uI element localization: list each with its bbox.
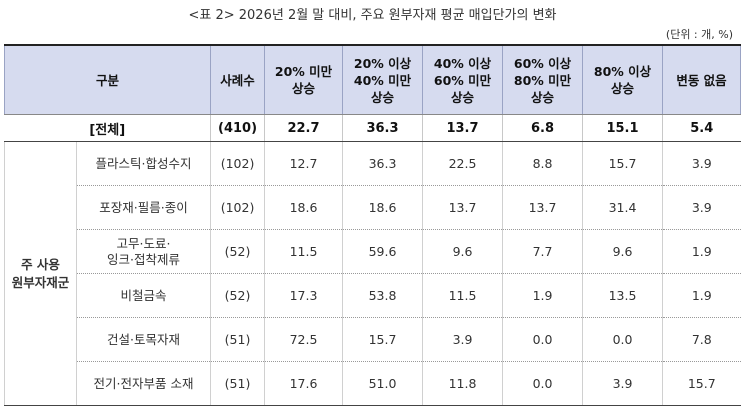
total-value: 6.8 bbox=[502, 114, 583, 142]
total-row: [전체] (410) 22.7 36.3 13.7 6.8 15.1 5.4 bbox=[4, 114, 741, 142]
total-label: [전체] bbox=[4, 114, 211, 142]
cell: 11.5 bbox=[264, 229, 343, 274]
cell: 1.9 bbox=[662, 273, 741, 318]
row-label: 고무·도료· 잉크·접착제류 bbox=[75, 229, 211, 274]
header-col4: 60% 이상 80% 미만 상승 bbox=[502, 44, 584, 115]
cell: 53.8 bbox=[342, 273, 423, 318]
table-row: 주 사용 원부자재군 플라스틱·합성수지 (102) 12.7 36.3 22.5… bbox=[4, 141, 741, 406]
header-col1: 20% 미만 상승 bbox=[264, 44, 344, 115]
row-n: (102) bbox=[210, 141, 265, 186]
cell: 17.3 bbox=[264, 273, 343, 318]
row-label: 비철금속 bbox=[75, 273, 211, 318]
table-row: 전기·전자부품 소재 (51) 17.6 51.0 11.8 0.0 3.9 1… bbox=[5, 361, 741, 406]
cell: 15.7 bbox=[582, 141, 663, 186]
total-value: 36.3 bbox=[342, 114, 423, 142]
total-value: 15.1 bbox=[582, 114, 663, 142]
header-category: 구분 bbox=[3, 44, 212, 115]
total-value: 13.7 bbox=[422, 114, 503, 142]
cell: 15.7 bbox=[662, 361, 741, 406]
cell: 11.8 bbox=[422, 361, 503, 406]
cell: 7.7 bbox=[502, 229, 583, 274]
cell: 18.6 bbox=[264, 185, 343, 230]
header-col2: 20% 이상 40% 미만 상승 bbox=[342, 44, 424, 115]
header-row: 구분 사례수 20% 미만 상승 20% 이상 40% 미만 상승 40% 이상 60%… bbox=[3, 44, 742, 115]
header-col6: 변동 없음 bbox=[662, 44, 742, 115]
cell: 8.8 bbox=[502, 141, 583, 186]
cell: 13.7 bbox=[422, 185, 503, 230]
cell: 3.9 bbox=[422, 317, 503, 362]
cell: 13.5 bbox=[582, 273, 663, 318]
row-label: 전기·전자부품 소재 bbox=[75, 361, 211, 406]
price-change-table: 구분 사례수 20% 미만 상승 20% 이상 40% 미만 상승 40% 이상 60%… bbox=[3, 44, 742, 406]
cell: 0.0 bbox=[582, 317, 663, 362]
cell: 7.8 bbox=[662, 317, 741, 362]
cell: 12.7 bbox=[264, 141, 343, 186]
row-n: (51) bbox=[210, 361, 265, 406]
cell: 3.9 bbox=[662, 141, 741, 186]
cell: 1.9 bbox=[502, 273, 583, 318]
cell: 15.7 bbox=[342, 317, 423, 362]
unit-note: (단위 : 개, %) bbox=[665, 28, 733, 41]
row-label: 건설·토목자재 bbox=[75, 317, 211, 362]
cell: 72.5 bbox=[264, 317, 343, 362]
cell: 22.5 bbox=[422, 141, 503, 186]
row-n: (102) bbox=[210, 185, 265, 230]
cell: 0.0 bbox=[502, 317, 583, 362]
table-row: 포장재·필름·종이 (102) 18.6 18.6 13.7 13.7 31.4… bbox=[5, 185, 741, 230]
header-samples: 사례수 bbox=[210, 44, 266, 115]
total-value: 5.4 bbox=[662, 114, 741, 142]
total-value: 22.7 bbox=[264, 114, 343, 142]
header-col5: 80% 이상 상승 bbox=[582, 44, 664, 115]
cell: 9.6 bbox=[422, 229, 503, 274]
row-label: 포장재·필름·종이 bbox=[75, 185, 211, 230]
cell: 31.4 bbox=[582, 185, 663, 230]
cell: 18.6 bbox=[342, 185, 423, 230]
cell: 13.7 bbox=[502, 185, 583, 230]
cell: 59.6 bbox=[342, 229, 423, 274]
row-n: (52) bbox=[210, 273, 265, 318]
cell: 11.5 bbox=[422, 273, 503, 318]
cell: 3.9 bbox=[662, 185, 741, 230]
header-col3: 40% 이상 60% 미만 상승 bbox=[422, 44, 504, 115]
table-row: 고무·도료· 잉크·접착제류 (52) 11.5 59.6 9.6 7.7 9.6… bbox=[5, 229, 741, 274]
cell: 36.3 bbox=[342, 141, 423, 186]
row-n: (52) bbox=[210, 229, 265, 274]
cell: 51.0 bbox=[342, 361, 423, 406]
table-row: 비철금속 (52) 17.3 53.8 11.5 1.9 13.5 1.9 bbox=[5, 273, 741, 318]
table-row: 건설·토목자재 (51) 72.5 15.7 3.9 0.0 0.0 7.8 bbox=[5, 317, 741, 362]
total-n: (410) bbox=[210, 114, 265, 142]
cell: 3.9 bbox=[582, 361, 663, 406]
group-label: 주 사용 원부자재군 bbox=[4, 141, 77, 406]
cell: 1.9 bbox=[662, 229, 741, 274]
table-caption: <표 2> 2026년 2월 말 대비, 주요 원부자재 평균 매입단가의 변화 bbox=[188, 8, 557, 23]
cell: 0.0 bbox=[502, 361, 583, 406]
row-label: 플라스틱·합성수지 bbox=[75, 141, 211, 186]
cell: 17.6 bbox=[264, 361, 343, 406]
row-n: (51) bbox=[210, 317, 265, 362]
cell: 9.6 bbox=[582, 229, 663, 274]
